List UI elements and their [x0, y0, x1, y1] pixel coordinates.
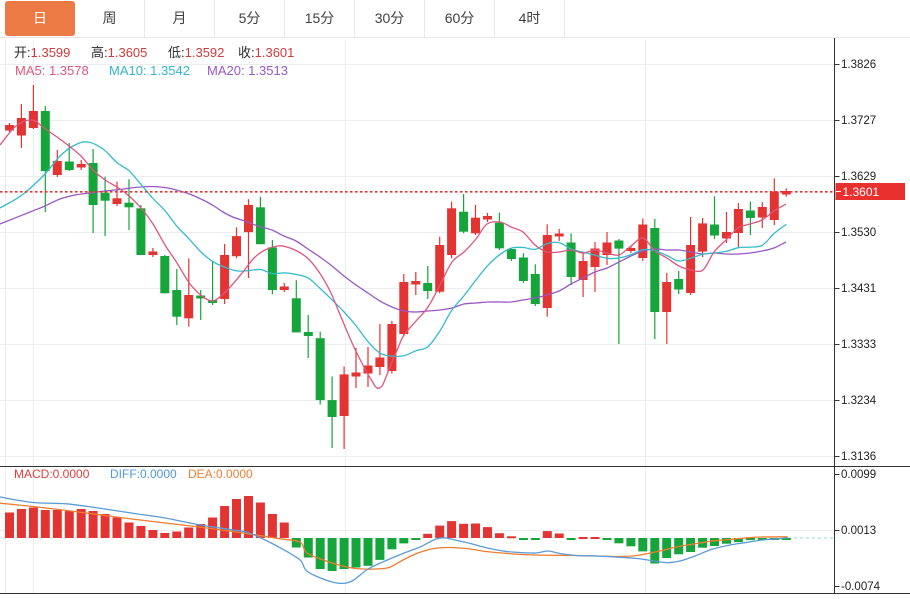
svg-text:1.3530: 1.3530: [841, 227, 876, 239]
svg-text:-0.0074: -0.0074: [841, 581, 881, 593]
svg-text:高:1.3605: 高:1.3605: [91, 45, 147, 60]
svg-text:1.3727: 1.3727: [841, 115, 876, 127]
svg-text:1.3136: 1.3136: [841, 451, 876, 463]
svg-text:MA10: 1.3542: MA10: 1.3542: [109, 63, 190, 78]
svg-text:开:1.3599: 开:1.3599: [14, 45, 70, 60]
svg-text:MACD:0.0000: MACD:0.0000: [14, 467, 90, 481]
svg-text:MA5: 1.3578: MA5: 1.3578: [15, 63, 89, 78]
svg-text:1.3601: 1.3601: [843, 185, 880, 199]
svg-text:MA20: 1.3513: MA20: 1.3513: [207, 63, 288, 78]
svg-text:1.3826: 1.3826: [841, 59, 876, 71]
svg-text:1.3629: 1.3629: [841, 171, 876, 183]
svg-text:1.3431: 1.3431: [841, 283, 876, 295]
svg-text:0.0099: 0.0099: [841, 469, 876, 481]
svg-text:收:1.3601: 收:1.3601: [238, 45, 294, 60]
svg-text:低:1.3592: 低:1.3592: [168, 45, 224, 60]
svg-text:DIFF:0.0000: DIFF:0.0000: [110, 467, 177, 481]
svg-text:0.0013: 0.0013: [841, 525, 876, 537]
svg-text:1.3333: 1.3333: [841, 339, 876, 351]
svg-text:DEA:0.0000: DEA:0.0000: [188, 467, 253, 481]
svg-text:1.3234: 1.3234: [841, 395, 877, 407]
